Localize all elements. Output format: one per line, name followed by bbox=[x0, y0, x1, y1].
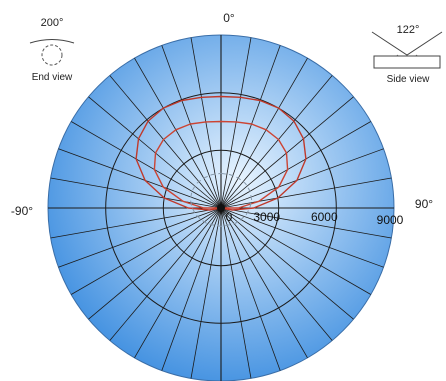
side-view-inset: 122° Side view bbox=[371, 24, 443, 85]
spoke-line-20 bbox=[220, 45, 281, 209]
spoke-line-50 bbox=[220, 96, 354, 209]
radial-tick-label-0: 0 bbox=[226, 210, 233, 224]
ring-3000 bbox=[162, 149, 280, 267]
spoke-line-110 bbox=[220, 207, 384, 268]
spoke-line-130 bbox=[220, 207, 354, 320]
end-view-bulb-icon bbox=[41, 44, 63, 66]
angle-label-left: -90° bbox=[11, 204, 33, 218]
spoke-line-60 bbox=[220, 121, 372, 209]
side-view-fixture-icon bbox=[373, 55, 441, 69]
end-view-caption: End view bbox=[32, 72, 73, 83]
spoke-line-160 bbox=[220, 207, 281, 371]
angle-label-top: 0° bbox=[223, 11, 235, 25]
spoke-line-120 bbox=[220, 207, 372, 295]
radial-gridlines bbox=[105, 92, 337, 324]
side-view-caption: Side view bbox=[387, 74, 431, 85]
spoke-line-70 bbox=[220, 148, 384, 209]
end-view-beam-icon bbox=[29, 39, 75, 44]
spoke-line-300 bbox=[70, 121, 222, 209]
spoke-line-190 bbox=[190, 207, 222, 379]
radial-tick-label-6000: 6000 bbox=[311, 210, 338, 224]
radial-tick-label-9000: 9000 bbox=[377, 213, 404, 227]
spoke-line-260 bbox=[50, 207, 222, 239]
center-hub bbox=[217, 204, 225, 212]
spoke-line-320 bbox=[109, 75, 222, 209]
spoke-line-240 bbox=[70, 207, 222, 295]
end-view-angle-label: 200° bbox=[41, 17, 64, 29]
spoke-line-100 bbox=[220, 207, 392, 239]
ring-6000 bbox=[105, 92, 337, 324]
spoke-line-230 bbox=[88, 207, 222, 320]
spoke-line-80 bbox=[220, 177, 392, 209]
side-view-angle-label: 122° bbox=[397, 24, 420, 36]
spoke-line-200 bbox=[161, 207, 222, 371]
spoke-line-350 bbox=[190, 37, 222, 209]
spoke-line-210 bbox=[134, 207, 222, 359]
spoke-line-140 bbox=[220, 207, 333, 341]
spoke-line-340 bbox=[161, 45, 222, 209]
end-view-inset: 200° End view bbox=[29, 17, 75, 83]
spoke-line-290 bbox=[58, 148, 222, 209]
spoke-line-30 bbox=[220, 57, 308, 209]
radial-tick-labels: 0 3000 6000 9000 bbox=[226, 210, 404, 227]
series-curve-3 bbox=[189, 172, 253, 227]
spoke-line-310 bbox=[88, 96, 222, 209]
spoke-line-330 bbox=[134, 57, 222, 209]
spoke-line-170 bbox=[220, 207, 252, 379]
radial-tick-label-3000: 3000 bbox=[253, 210, 280, 224]
spoke-line-40 bbox=[220, 75, 333, 209]
spoke-line-150 bbox=[220, 207, 308, 359]
angular-gridlines bbox=[48, 35, 394, 381]
spoke-line-250 bbox=[58, 207, 222, 268]
spoke-line-10 bbox=[220, 37, 252, 209]
angle-label-right: 90° bbox=[415, 197, 433, 211]
spoke-line-280 bbox=[50, 177, 222, 209]
side-view-beam-icon bbox=[371, 31, 443, 56]
spoke-line-220 bbox=[109, 207, 222, 341]
